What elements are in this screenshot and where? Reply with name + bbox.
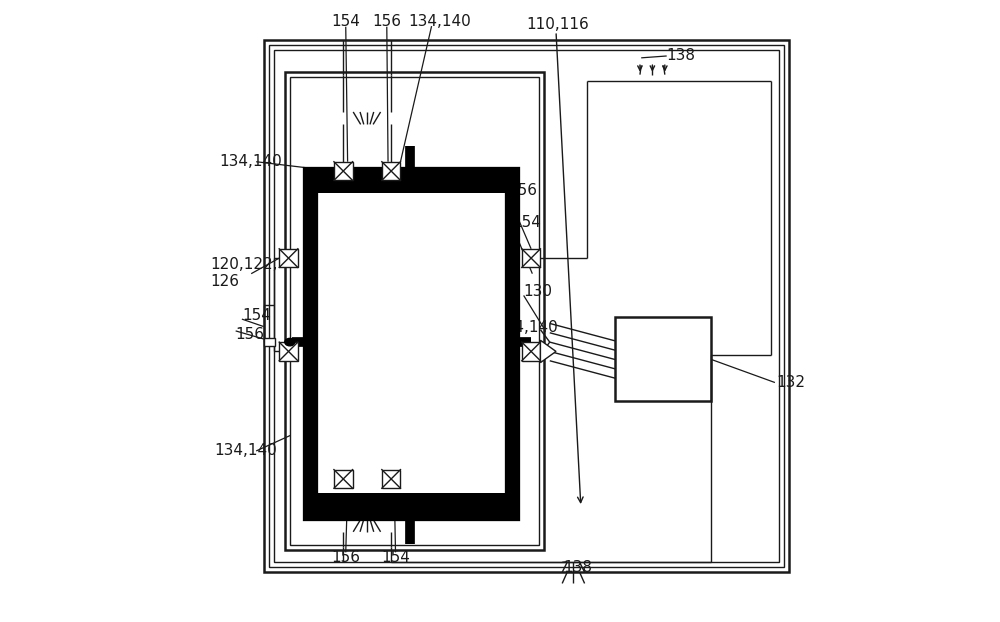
Bar xyxy=(334,470,353,488)
Bar xyxy=(274,50,779,562)
Bar xyxy=(382,162,400,180)
Text: 132: 132 xyxy=(777,375,806,390)
Bar xyxy=(522,249,540,267)
Text: 134,140: 134,140 xyxy=(496,320,558,335)
Text: 134,140: 134,140 xyxy=(219,154,282,169)
Bar xyxy=(290,77,539,545)
Text: 156: 156 xyxy=(331,550,360,565)
Text: 134,140: 134,140 xyxy=(408,14,471,29)
Text: 154: 154 xyxy=(512,215,541,230)
Text: 126: 126 xyxy=(211,274,240,289)
Bar xyxy=(264,338,275,346)
Bar xyxy=(310,174,512,513)
Bar xyxy=(264,40,789,572)
Bar xyxy=(317,493,506,511)
Text: 156: 156 xyxy=(372,14,401,29)
Text: 120,122,: 120,122, xyxy=(211,257,278,272)
Text: 110,116: 110,116 xyxy=(526,17,589,32)
Text: 138: 138 xyxy=(667,49,696,63)
Text: 156: 156 xyxy=(508,183,537,198)
Text: 134,140: 134,140 xyxy=(214,443,277,458)
Bar xyxy=(317,175,506,193)
Text: 138: 138 xyxy=(563,560,592,575)
Bar xyxy=(279,342,298,361)
Bar xyxy=(285,72,544,550)
Text: 154: 154 xyxy=(381,550,410,565)
Text: 130: 130 xyxy=(524,284,553,299)
Text: 156: 156 xyxy=(236,327,265,341)
Bar xyxy=(615,317,711,401)
Text: 154: 154 xyxy=(242,308,271,323)
Ellipse shape xyxy=(285,338,295,346)
Bar xyxy=(334,162,353,180)
Bar xyxy=(279,249,298,267)
Bar xyxy=(269,45,784,567)
Text: 154: 154 xyxy=(331,14,360,29)
Bar xyxy=(382,470,400,488)
Bar xyxy=(522,342,540,361)
Polygon shape xyxy=(540,340,556,363)
